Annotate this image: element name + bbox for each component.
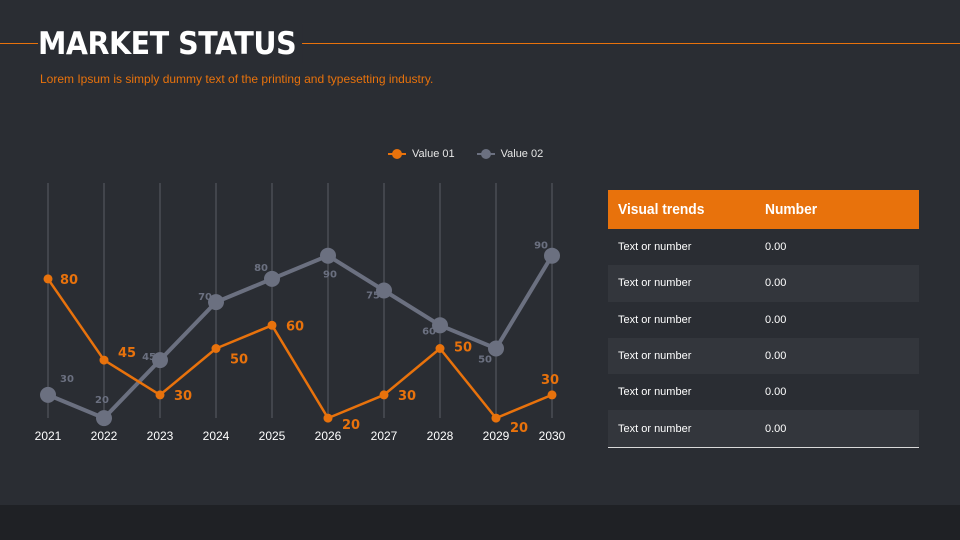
table-cell-label: Text or number — [618, 241, 692, 254]
data-label-value-01-2024: 50 — [230, 353, 248, 368]
data-label-value-01-2029: 20 — [510, 421, 528, 436]
point-value-01-2021 — [43, 274, 53, 284]
title-rule — [0, 43, 960, 44]
data-label-value-01-2021: 80 — [60, 273, 78, 288]
table-header-visual-trends: Visual trends — [618, 200, 705, 218]
table-cell-number: 0.00 — [765, 422, 787, 435]
legend-item-value-02: Value 02 — [476, 148, 544, 160]
chart-legend: Value 01 Value 02 — [388, 148, 543, 160]
table-cell-number: 0.00 — [765, 386, 787, 399]
legend-label-value-01: Value 01 — [412, 148, 455, 160]
table-cell-label: Text or number — [618, 386, 692, 399]
data-label-value-01-2023: 30 — [174, 389, 192, 404]
point-value-01-2027 — [379, 390, 389, 400]
x-tick-label-2024: 2024 — [203, 429, 230, 443]
data-label-value-02-2030: 90 — [534, 241, 548, 252]
table-cell-label: Text or number — [618, 350, 692, 363]
x-tick-label-2029: 2029 — [483, 429, 510, 443]
x-tick-label-2030: 2030 — [539, 429, 566, 443]
x-tick-label-2022: 2022 — [91, 429, 118, 443]
trends-table: Visual trends Number Text or number 0.00… — [608, 190, 919, 448]
footer-band — [0, 505, 960, 540]
table-cell-number: 0.00 — [765, 277, 787, 290]
point-value-02-2023 — [152, 352, 168, 369]
point-value-01-2023 — [155, 390, 165, 400]
legend-swatch-value-01 — [388, 149, 406, 159]
series-line-value-01 — [46, 278, 553, 420]
point-value-01-2026 — [323, 413, 333, 423]
table-cell-label: Text or number — [618, 422, 692, 435]
point-value-02-2021 — [40, 386, 56, 403]
x-tick-label-2026: 2026 — [315, 429, 342, 443]
data-label-value-02-2029: 50 — [478, 355, 492, 366]
x-tick-label-2027: 2027 — [371, 429, 398, 443]
point-value-02-2027 — [376, 282, 392, 299]
data-label-value-02-2026: 90 — [323, 270, 337, 281]
series-line-value-02 — [47, 253, 554, 421]
table-row: Text or number 0.00 — [608, 337, 919, 375]
legend-item-value-01: Value 01 — [388, 148, 455, 160]
point-value-02-2028 — [432, 317, 448, 334]
point-value-01-2022 — [99, 355, 109, 365]
data-label-value-02-2023: 45 — [142, 352, 156, 363]
table-cell-number: 0.00 — [765, 313, 787, 326]
table-bottom-rule — [608, 446, 919, 448]
point-value-01-2025 — [267, 320, 277, 330]
point-value-02-2029 — [488, 340, 504, 357]
table-cell-number: 0.00 — [765, 241, 787, 254]
point-value-01-2029 — [491, 413, 501, 423]
table-row: Text or number 0.00 — [608, 302, 919, 338]
data-label-value-01-2027: 30 — [398, 389, 416, 404]
data-label-value-02-2025: 80 — [254, 263, 268, 274]
data-label-value-01-2025: 60 — [286, 319, 304, 334]
table-cell-label: Text or number — [618, 277, 692, 290]
table-row: Text or number 0.00 — [608, 410, 919, 447]
x-tick-label-2025: 2025 — [259, 429, 286, 443]
data-label-value-02-2022: 20 — [95, 395, 109, 406]
table-cell-label: Text or number — [618, 313, 692, 326]
x-tick-label-2028: 2028 — [427, 429, 454, 443]
x-tick-label-2023: 2023 — [147, 429, 174, 443]
point-value-01-2024 — [211, 344, 221, 353]
x-tick-label-2021: 2021 — [35, 429, 62, 443]
data-label-value-01-2028: 50 — [454, 341, 472, 356]
data-label-value-02-2028: 60 — [422, 326, 436, 337]
point-value-02-2025 — [264, 270, 280, 287]
data-label-value-02-2021: 30 — [60, 374, 74, 385]
page-title: MARKET STATUS — [38, 24, 302, 64]
table-header: Visual trends Number — [608, 190, 919, 229]
point-value-02-2024 — [208, 294, 224, 311]
table-row: Text or number 0.00 — [608, 265, 919, 302]
page-subtitle: Lorem Ipsum is simply dummy text of the … — [40, 72, 434, 86]
legend-label-value-02: Value 02 — [500, 148, 544, 160]
data-label-value-01-2026: 20 — [342, 418, 360, 433]
point-value-02-2026 — [320, 247, 336, 264]
table-cell-number: 0.00 — [765, 350, 787, 363]
table-header-number: Number — [765, 200, 818, 218]
data-label-value-02-2024: 70 — [198, 292, 212, 303]
table-row: Text or number 0.00 — [608, 229, 919, 265]
point-value-01-2028 — [435, 344, 445, 353]
point-value-02-2022 — [96, 410, 112, 427]
point-value-01-2030 — [547, 390, 557, 400]
legend-swatch-value-02 — [476, 149, 495, 159]
table-row: Text or number 0.00 — [608, 374, 919, 410]
data-label-value-01-2022: 45 — [118, 346, 136, 361]
point-value-02-2030 — [544, 247, 560, 264]
data-label-value-01-2030: 30 — [541, 373, 559, 388]
data-label-value-02-2027: 75 — [366, 291, 380, 302]
